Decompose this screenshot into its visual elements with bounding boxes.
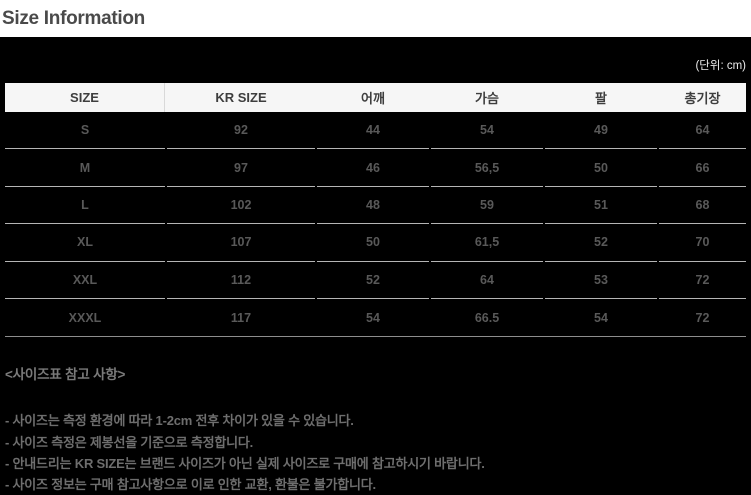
- cell-size: M: [5, 149, 165, 187]
- cell-length: 66: [659, 149, 746, 187]
- notes-heading: <사이즈표 참고 사항>: [5, 367, 126, 383]
- cell-kr-size: 97: [167, 149, 315, 187]
- cell-arm: 54: [594, 310, 608, 325]
- size-table: SIZE KR SIZE 어깨 가슴 팔 총기장 S 92 44 54 49 6…: [5, 83, 746, 338]
- cell-shoulder: 52: [317, 262, 429, 299]
- cell-shoulder: 54: [366, 310, 380, 325]
- unit-note: (단위: cm): [695, 60, 746, 72]
- cell-length: 64: [659, 112, 746, 150]
- cell-length: 70: [659, 224, 746, 262]
- cell-size: XL: [5, 224, 165, 262]
- table-row-xl: XL 107 50 61,5 52 70: [5, 224, 746, 262]
- header-cell-size: SIZE: [5, 83, 165, 112]
- note-item: - 사이즈 정보는 구매 참고사항으로 이로 인한 교환, 환불은 불가합니다.: [5, 476, 376, 492]
- note-item: - 사이즈는 측정 환경에 따라 1-2cm 전후 차이가 있을 수 있습니다.: [5, 413, 354, 429]
- table-header-row: SIZE KR SIZE 어깨 가슴 팔 총기장: [5, 83, 746, 112]
- cell-arm: 52: [545, 224, 657, 262]
- cell-chest: 61,5: [431, 224, 543, 262]
- header-cell-chest: 가슴: [475, 91, 499, 106]
- header-cell-length: 총기장: [684, 91, 721, 106]
- cell-arm: 53: [545, 262, 657, 299]
- cell-chest: 66.5: [474, 310, 500, 325]
- page-title: Size Information: [2, 8, 145, 29]
- cell-size: S: [5, 112, 165, 150]
- cell-length: 72: [695, 310, 710, 325]
- cell-shoulder: 44: [317, 112, 429, 150]
- cell-kr-size: 92: [167, 112, 315, 150]
- size-notes-section: <사이즈표 참고 사항> - 사이즈는 측정 환경에 따라 1-2cm 전후 차…: [5, 363, 751, 495]
- table-row-xxl: XXL 112 52 64 53 72: [5, 262, 746, 299]
- cell-chest: 59: [431, 187, 543, 225]
- cell-chest: 64: [431, 262, 543, 299]
- header-cell-arm: 팔: [595, 91, 607, 106]
- cell-length: 68: [659, 187, 746, 225]
- cell-kr-size: 107: [167, 224, 315, 262]
- cell-kr-size: 117: [230, 310, 252, 325]
- note-item: - 사이즈 측정은 제봉선을 기준으로 측정합니다.: [5, 434, 254, 450]
- title-strip: Size Information: [0, 0, 751, 37]
- header-cell-shoulder: 어깨: [361, 91, 385, 106]
- cell-kr-size: 102: [167, 187, 315, 225]
- cell-kr-size: 112: [167, 262, 315, 299]
- table-row-xxxl: XXXL 117 54 66.5 54 72: [5, 299, 746, 336]
- cell-arm: 50: [545, 149, 657, 187]
- cell-arm: 49: [545, 112, 657, 150]
- cell-shoulder: 46: [317, 149, 429, 187]
- note-item: - 안내드리는 KR SIZE는 브랜드 사이즈가 아닌 실제 사이즈로 구매에…: [5, 455, 485, 471]
- table-row-l: L 102 48 59 51 68: [5, 187, 746, 225]
- cell-size: XXL: [5, 262, 165, 299]
- cell-chest: 54: [431, 112, 543, 150]
- cell-shoulder: 50: [317, 224, 429, 262]
- cell-length: 72: [659, 262, 746, 299]
- table-row-s: S 92 44 54 49 64: [5, 112, 746, 150]
- cell-size: XXXL: [68, 310, 102, 325]
- cell-shoulder: 48: [317, 187, 429, 225]
- notes-list: - 사이즈는 측정 환경에 따라 1-2cm 전후 차이가 있을 수 있습니다.…: [5, 410, 751, 495]
- cell-arm: 51: [545, 187, 657, 225]
- cell-size: L: [5, 187, 165, 225]
- table-row-m: M 97 46 56,5 50 66: [5, 149, 746, 187]
- cell-chest: 56,5: [431, 149, 543, 187]
- header-cell-kr-size: KR SIZE: [215, 90, 267, 105]
